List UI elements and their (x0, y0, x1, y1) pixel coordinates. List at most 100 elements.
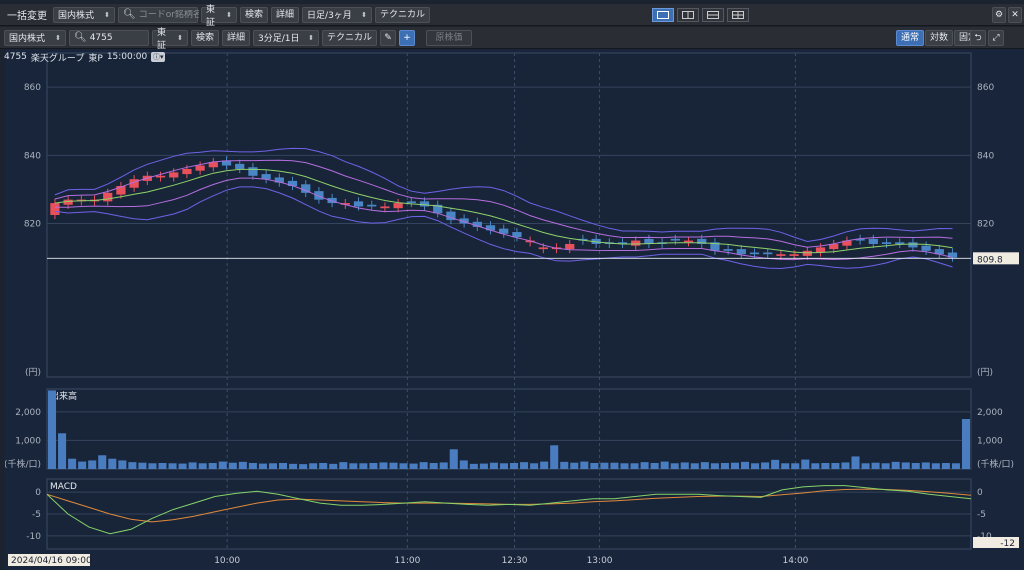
volume-bar (409, 463, 418, 469)
chart-area[interactable]: 10:00 11:00 12:30 13:00 14:00 820 820 840 840 860… (5, 49, 1024, 570)
price-axis-label-left: 840 (24, 151, 41, 161)
candle-body (934, 249, 944, 255)
layout-split-horizontal-button[interactable] (702, 8, 724, 22)
volume-bar (78, 461, 87, 469)
close-icon[interactable]: ✕ (1008, 7, 1022, 23)
volume-bar (650, 463, 659, 469)
candle-body (63, 199, 73, 205)
volume-bar (660, 461, 669, 469)
volume-bar (439, 462, 448, 469)
volume-bar (690, 463, 699, 469)
candle-body (921, 245, 931, 251)
settings-gear-icon[interactable]: ⚙ (992, 7, 1006, 23)
candle-body (208, 162, 218, 168)
macd-axis-label-right: -10 (977, 532, 992, 542)
volume-bar (911, 463, 920, 469)
bollinger-upper-inner-line (54, 159, 953, 248)
volume-bar (610, 462, 619, 469)
chart-exchange-select[interactable]: 東証 ⬍ (152, 28, 188, 51)
candle-body (868, 238, 878, 244)
volume-bar (550, 445, 559, 469)
candle-body (459, 218, 469, 224)
chart-market-select[interactable]: 国内株式 ⬍ (4, 29, 66, 46)
chart-canvas[interactable]: 10:00 11:00 12:30 13:00 14:00 820 820 840 840 860… (5, 49, 1024, 570)
candle-body (512, 232, 522, 238)
chart-period-value: 3分足/1日 (258, 34, 300, 44)
volume-bar (781, 463, 790, 469)
volume-bar (369, 463, 378, 469)
fixed-price-button[interactable]: 原株価 (426, 29, 473, 46)
volume-bar (349, 463, 358, 469)
candle-body (406, 201, 416, 204)
candle-body (50, 203, 60, 215)
candle-body (103, 192, 113, 202)
scale-normal-button[interactable]: 通常 (896, 30, 925, 46)
layout-quad-button[interactable] (727, 8, 749, 22)
last-price-label: 809.8 (977, 255, 1003, 265)
market-select[interactable]: 国内株式 ⬍ (53, 6, 115, 23)
volume-bar (359, 463, 368, 469)
pencil-icon[interactable]: ✎ (380, 29, 397, 46)
volume-bar (188, 462, 197, 469)
chart-technical-button[interactable]: テクニカル (322, 29, 378, 46)
chart-detail-button[interactable]: 詳細 (222, 29, 251, 46)
layout-single-button[interactable] (652, 8, 674, 22)
volume-bar (479, 463, 488, 469)
volume-bar (520, 462, 529, 469)
volume-bar (630, 463, 639, 469)
volume-bar (158, 463, 167, 469)
volume-bar (329, 463, 338, 469)
volume-bar (168, 463, 177, 469)
crosshair-button[interactable]: + (399, 29, 416, 46)
volume-bar (258, 463, 267, 469)
undo-icon[interactable]: ⮌ (970, 30, 986, 46)
bollinger-lower-inner-line (54, 177, 953, 261)
volume-axis-label-left: 1,000 (15, 436, 41, 446)
volume-bar (279, 463, 288, 469)
bulk-change-button[interactable]: 一括変更 (7, 11, 47, 22)
layout-split-vertical-button[interactable] (677, 8, 699, 22)
candle-body (644, 238, 654, 244)
search-button[interactable]: 検索 (240, 6, 269, 23)
chart-symbol-input[interactable] (89, 32, 150, 43)
volume-bar (590, 463, 599, 469)
volume-bar (791, 463, 800, 469)
candle-body (723, 249, 733, 251)
time-axis-label: 13:00 (587, 556, 613, 566)
time-axis-label: 10:00 (214, 556, 240, 566)
expand-icon[interactable]: ⤢ (988, 30, 1004, 46)
candle-body (749, 252, 760, 255)
candle-body (367, 204, 377, 207)
scale-log-button[interactable]: 対数 (925, 30, 954, 46)
exchange-select-value: 東証 (206, 4, 216, 28)
period-select-value: 日足/3ヶ月 (307, 11, 352, 21)
volume-bar (419, 462, 428, 469)
price-axis-label-right: 840 (977, 151, 994, 161)
volume-bar (429, 463, 438, 469)
macd-last-label: -12 (1000, 539, 1015, 549)
chart-symbol-search-box[interactable]: 🔍︎ (69, 29, 150, 46)
volume-bar (178, 463, 187, 469)
detail-button[interactable]: 詳細 (271, 6, 300, 23)
symbol-search-box[interactable]: 🔍︎ (118, 6, 199, 23)
last-update-time: 15:00:00 (106, 52, 148, 62)
candle-body (261, 174, 271, 180)
price-axis-label-left: 860 (24, 83, 41, 93)
select-arrow-icon: ⬍ (308, 33, 315, 42)
candle-body (155, 175, 166, 178)
select-arrow-icon: ⬍ (226, 10, 232, 19)
volume-bar (108, 458, 117, 469)
symbol-code: 4755 (4, 52, 27, 62)
candle-body (433, 204, 443, 214)
candle-body (301, 184, 311, 193)
exchange-select[interactable]: 東証 ⬍ (201, 5, 237, 28)
search-icon: 🔍︎ (123, 9, 136, 20)
info-icon[interactable]: ⓘ▾ (151, 52, 166, 62)
chart-period-select[interactable]: 3分足/1日 ⬍ (253, 29, 320, 46)
period-select[interactable]: 日足/3ヶ月 ⬍ (302, 6, 373, 23)
volume-unit-label-right: (千株/口) (977, 458, 1014, 470)
symbol-search-input[interactable] (138, 9, 199, 20)
chart-search-button[interactable]: 検索 (191, 29, 220, 46)
technical-button[interactable]: テクニカル (375, 6, 431, 23)
volume-bar (399, 463, 408, 469)
